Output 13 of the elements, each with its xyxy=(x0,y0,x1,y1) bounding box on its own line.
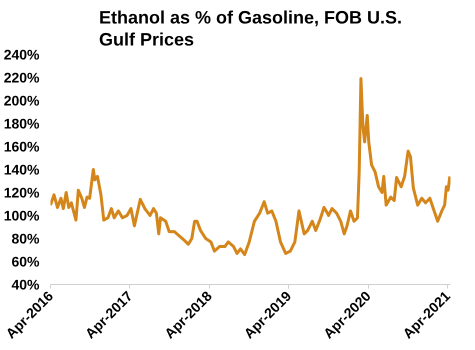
y-tick-label: 220% xyxy=(4,70,40,86)
line-series xyxy=(50,77,450,256)
y-tick-label: 40% xyxy=(11,276,40,292)
y-tick-label: 240% xyxy=(4,46,40,62)
y-tick-label: 180% xyxy=(4,116,40,132)
y-tick-label: 100% xyxy=(4,208,40,224)
y-tick-label: 200% xyxy=(4,92,40,108)
y-tick-label: 120% xyxy=(4,184,40,200)
y-tick-label: 80% xyxy=(11,230,40,246)
y-tick-label: 140% xyxy=(4,162,40,178)
y-tick-label: 160% xyxy=(4,138,40,154)
y-tick-label: 60% xyxy=(11,254,40,270)
chart-title: Ethanol as % of Gasoline, FOB U.S. Gulf Prices xyxy=(98,8,402,50)
